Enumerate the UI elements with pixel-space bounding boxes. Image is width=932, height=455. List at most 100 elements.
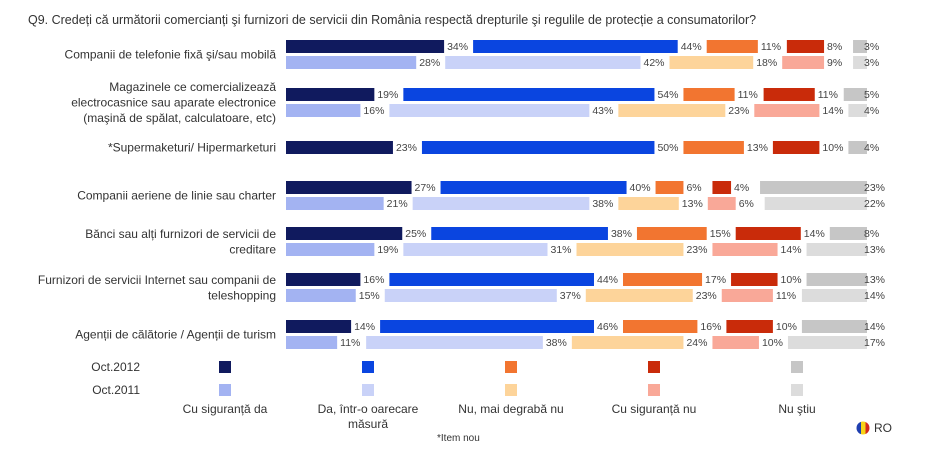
bar-segment [848, 104, 867, 117]
value-label: 11% [738, 89, 758, 101]
bar-segment [286, 104, 361, 117]
legend-swatch [648, 384, 660, 396]
bar-segment [403, 243, 548, 256]
value-label: 3% [864, 41, 879, 53]
value-label: 17% [705, 274, 726, 286]
legend-swatch [362, 384, 374, 396]
bar-segment [576, 243, 684, 256]
bar-segment [380, 320, 594, 333]
bar-segment [712, 243, 778, 256]
value-label: 50% [657, 142, 678, 154]
value-label: 3% [864, 57, 879, 69]
bar-segment [806, 243, 867, 256]
bar-segment [286, 88, 375, 101]
bar-segment [286, 227, 403, 240]
value-label: 28% [419, 57, 440, 69]
value-label: 44% [597, 274, 618, 286]
value-label: 10% [776, 321, 797, 333]
country-badge: RO [856, 421, 892, 435]
value-label: 23% [864, 182, 885, 194]
value-label: 23% [686, 244, 707, 256]
value-label: 40% [630, 182, 651, 194]
bar-segment [760, 181, 867, 194]
value-label: 37% [560, 290, 581, 302]
value-label: 19% [377, 89, 398, 101]
bar-segment [389, 273, 594, 286]
value-label: 13% [682, 198, 703, 210]
value-label: 4% [734, 182, 749, 194]
legend-answer-label: Cu siguranță da [183, 402, 268, 416]
bar-segment [731, 273, 778, 286]
legend-swatch [219, 361, 231, 373]
bar-segment [853, 56, 867, 69]
value-label: 4% [864, 142, 879, 154]
category-label: electrocasnice sau aparate electronice [71, 96, 276, 110]
value-label: 44% [681, 41, 702, 53]
value-label: 15% [710, 228, 731, 240]
legend-swatch [505, 361, 517, 373]
value-label: 34% [447, 41, 468, 53]
legend-swatch [791, 361, 803, 373]
value-label: 9% [827, 57, 842, 69]
bar-segment [286, 56, 417, 69]
bar-segment [683, 88, 735, 101]
bar-segment [403, 88, 655, 101]
bar-segment [286, 273, 361, 286]
legend-swatch [791, 384, 803, 396]
value-label: 11% [761, 41, 781, 53]
category-label: creditare [229, 242, 276, 256]
value-label: 10% [762, 337, 783, 349]
bar-segment [848, 141, 867, 154]
bar-segment [669, 56, 754, 69]
bar-segment [829, 227, 867, 240]
romania-flag-icon [856, 421, 870, 435]
bar-segment [286, 320, 352, 333]
category-label: Magazinele ce comercializează [109, 80, 276, 94]
value-label: 23% [728, 105, 749, 117]
value-label: 16% [363, 274, 384, 286]
bar-segment [412, 197, 590, 210]
value-label: 31% [551, 244, 572, 256]
bar-segment [772, 141, 820, 154]
bar-segment [445, 56, 641, 69]
value-label: 54% [657, 89, 678, 101]
legend: Oct.2012 Oct.2011 Cu siguranță da Da, într-… [91, 360, 815, 431]
bar-segment [286, 336, 338, 349]
value-label: 11% [776, 290, 796, 302]
value-label: 13% [864, 274, 885, 286]
value-label: 13% [747, 142, 768, 154]
value-label: 16% [363, 105, 384, 117]
category-label: (maşină de spălat, calculatoare, etc) [83, 111, 276, 125]
value-label: 22% [864, 198, 885, 210]
bar-segment [754, 104, 820, 117]
value-label: 27% [415, 182, 436, 194]
bar-segment [763, 88, 815, 101]
legend-series-label: Oct.2012 [91, 360, 140, 374]
bar-segment [726, 320, 773, 333]
value-label: 23% [396, 142, 417, 154]
value-label: 42% [644, 57, 665, 69]
bars: 34% 44% 11% 8% 3% 28% 42% 18% 9% 3% 19% 54% 11% 11% 5%… [286, 40, 885, 349]
bar-segment [843, 88, 867, 101]
bar-segment [286, 197, 384, 210]
legend-swatch [648, 361, 660, 373]
bar-segment [786, 40, 825, 53]
legend-swatch [219, 384, 231, 396]
bar-segment [286, 243, 375, 256]
category-labels: Companii de telefonie fixă şi/sau mobilă… [38, 48, 276, 342]
category-label: *Supermaketuri/ Hipermarketuri [108, 141, 276, 155]
bar-segment [585, 289, 693, 302]
value-label: 13% [864, 244, 885, 256]
value-label: 4% [864, 105, 879, 117]
value-label: 17% [864, 337, 885, 349]
value-label: 43% [592, 105, 613, 117]
bar-segment [636, 227, 707, 240]
value-label: 21% [387, 198, 408, 210]
legend-swatch [505, 384, 517, 396]
bar-segment [421, 141, 655, 154]
bar-segment [623, 320, 698, 333]
footnote: *Item nou [437, 433, 480, 444]
bar-segment [623, 273, 703, 286]
bar-segment [473, 40, 678, 53]
